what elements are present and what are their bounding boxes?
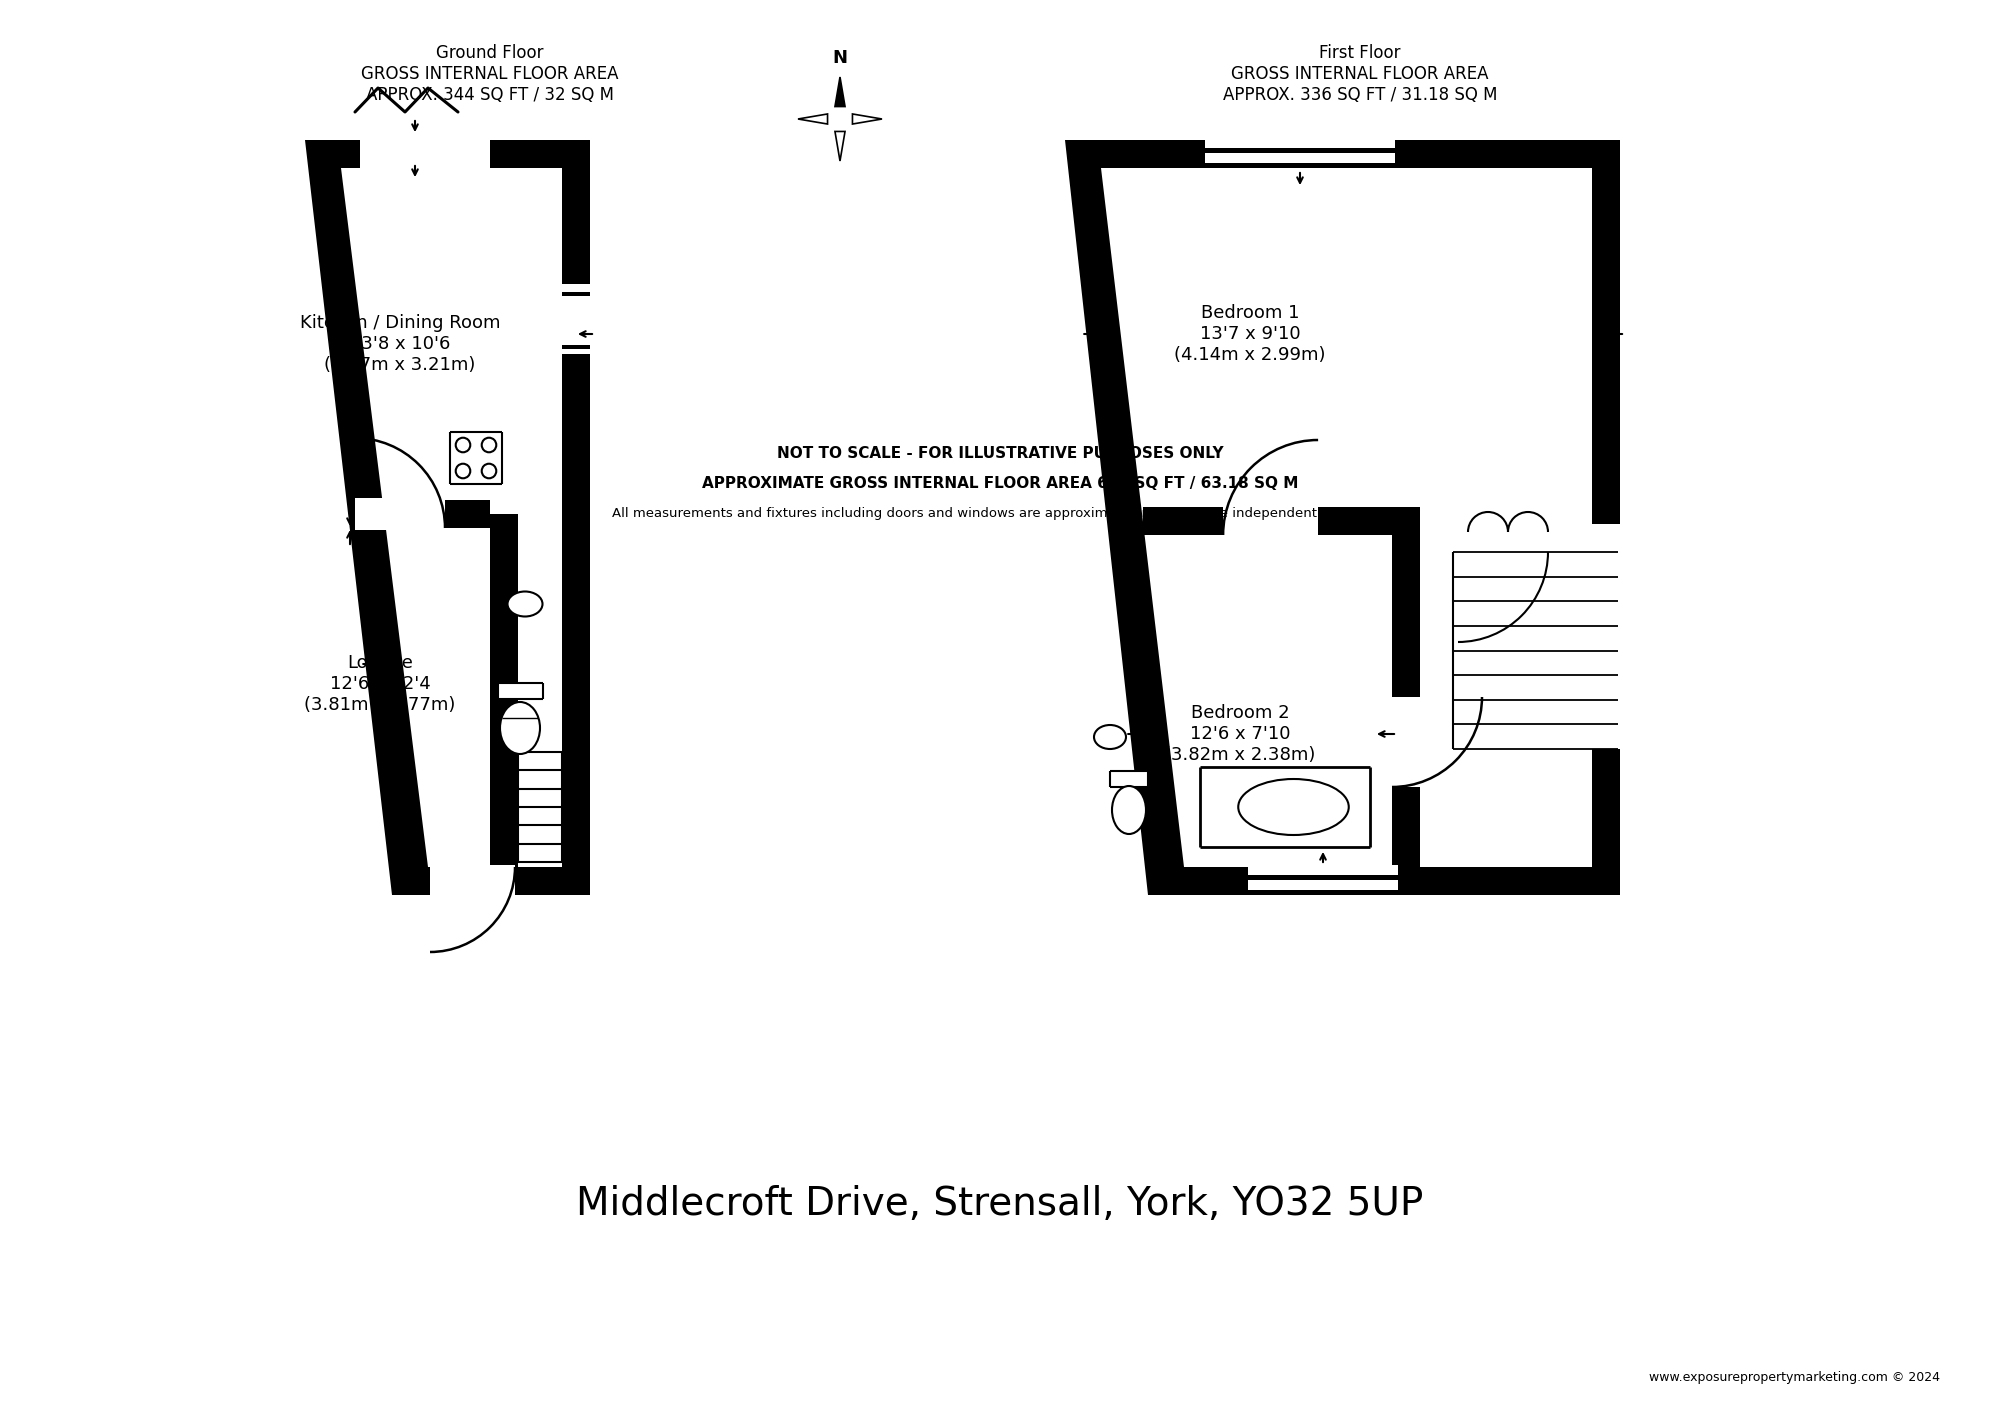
Bar [1424,525,1620,778]
Text: First Floor
GROSS INTERNAL FLOOR AREA
APPROX. 336 SQ FT / 31.18 SQ M: First Floor GROSS INTERNAL FLOOR AREA AP… [1222,44,1498,103]
Bar [384,501,490,527]
Text: APPROXIMATE GROSS INTERNAL FLOOR AREA 680 SQ FT / 63.18 SQ M: APPROXIMATE GROSS INTERNAL FLOOR AREA 68… [702,477,1298,492]
Bar [1248,889,1398,895]
Text: NOT TO SCALE - FOR ILLUSTRATIVE PURPOSES ONLY: NOT TO SCALE - FOR ILLUSTRATIVE PURPOSES… [776,447,1224,461]
Bar [1248,875,1398,880]
Bar [384,501,490,527]
Bar [1224,505,1318,537]
Bar [562,293,590,296]
Bar [1204,139,1396,170]
Ellipse shape [1094,725,1126,749]
Circle shape [482,464,496,478]
Bar [356,498,444,530]
Polygon shape [834,132,846,161]
Polygon shape [1102,168,1592,867]
Circle shape [456,438,470,452]
Ellipse shape [500,701,540,754]
Text: Bedroom 1
13'7 x 9'10
(4.14m x 2.99m): Bedroom 1 13'7 x 9'10 (4.14m x 2.99m) [1174,304,1326,363]
Bar [1200,766,1370,847]
Text: N: N [832,49,848,66]
Bar [430,865,516,896]
Text: Bedroom 2
12'6 x 7'10
(3.82m x 2.38m): Bedroom 2 12'6 x 7'10 (3.82m x 2.38m) [1164,704,1316,764]
Bar [1390,697,1422,788]
Bar [498,683,544,699]
Ellipse shape [1112,786,1146,834]
Bar [360,139,490,170]
Polygon shape [1064,140,1620,895]
Bar [1204,148,1396,153]
Circle shape [456,464,470,478]
Bar [1452,525,1620,749]
Polygon shape [852,115,882,124]
Text: Middlecroft Drive, Strensall, York, YO32 5UP: Middlecroft Drive, Strensall, York, YO32… [576,1185,1424,1223]
Polygon shape [798,115,828,124]
Text: Lounge
12'6 x 12'4
(3.81m x 3.77m): Lounge 12'6 x 12'4 (3.81m x 3.77m) [304,655,456,714]
Bar [1204,163,1396,168]
Bar [1452,525,1620,749]
Text: Ground Floor
GROSS INTERNAL FLOOR AREA
APPROX. 344 SQ FT / 32 SQ M: Ground Floor GROSS INTERNAL FLOOR AREA A… [362,44,618,103]
Text: All measurements and fixtures including doors and windows are approximate and sh: All measurements and fixtures including … [612,508,1388,520]
Bar [450,433,502,484]
Text: www.exposurepropertymarketing.com © 2024: www.exposurepropertymarketing.com © 2024 [1648,1372,1940,1384]
Polygon shape [834,76,846,106]
Bar [562,345,590,349]
Text: Kitchen / Dining Room
13'8 x 10'6
(4.17m x 3.21m): Kitchen / Dining Room 13'8 x 10'6 (4.17m… [300,314,500,373]
Bar [560,284,592,354]
Bar [1110,771,1148,788]
Ellipse shape [508,591,542,617]
Ellipse shape [1238,779,1348,836]
Bar [1248,865,1398,896]
Polygon shape [342,168,562,867]
Circle shape [482,438,496,452]
Bar [1392,520,1420,867]
Bar [1144,508,1420,534]
Bar [490,515,518,867]
Polygon shape [304,140,590,895]
